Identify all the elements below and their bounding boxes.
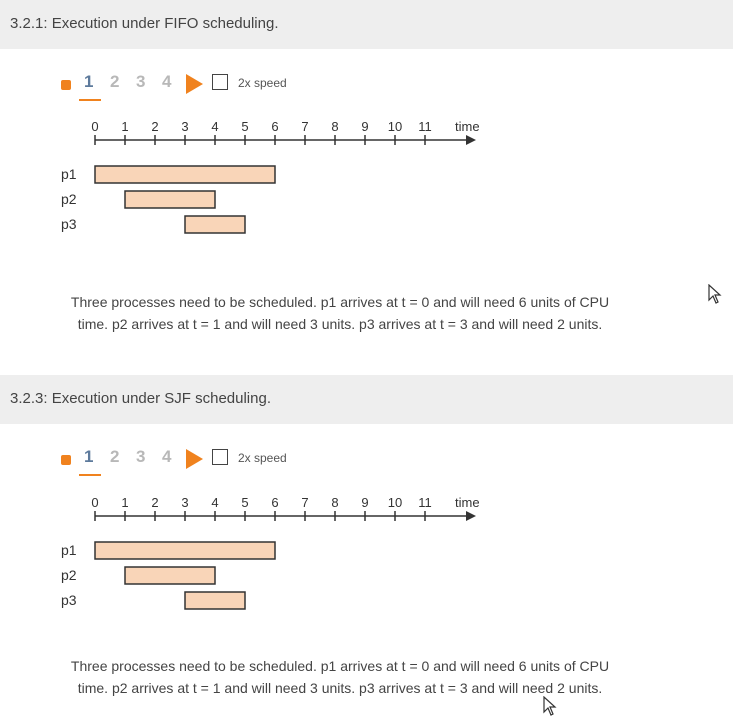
play-icon[interactable]	[186, 449, 203, 469]
process-bar	[94, 165, 276, 184]
speed-label: 2x speed	[238, 451, 287, 465]
tick-label: 11	[418, 119, 432, 134]
tick-label: 3	[181, 119, 188, 134]
tick-label: 4	[211, 119, 218, 134]
axis-arrow-icon	[466, 135, 476, 145]
tick-label: 3	[181, 495, 188, 510]
tick-label: 6	[271, 495, 278, 510]
tick-label: 5	[241, 119, 248, 134]
active-step-indicator	[79, 99, 101, 101]
step-2-button[interactable]: 2	[110, 447, 120, 466]
step-4-button[interactable]: 4	[162, 72, 172, 91]
axis-arrow-icon	[466, 511, 476, 521]
tick-label: 8	[331, 119, 338, 134]
tick-label: 6	[271, 119, 278, 134]
tick-label: 2	[151, 119, 158, 134]
tick-label: 2	[151, 495, 158, 510]
tick-label: 10	[388, 495, 402, 510]
tick-label: 1	[121, 495, 128, 510]
stop-icon[interactable]	[61, 455, 71, 465]
description-line: time. p2 arrives at t = 1 and will need …	[77, 316, 603, 332]
step-1-button[interactable]: 1	[84, 72, 94, 91]
tick-label: 9	[361, 119, 368, 134]
section-header: 3.2.3: Execution under SJF scheduling.	[0, 375, 733, 424]
tick-label: 11	[418, 495, 432, 510]
step-2-button[interactable]: 2	[110, 72, 120, 91]
tick-label: 0	[91, 119, 98, 134]
axis-label: time	[455, 495, 480, 510]
timeline-diagram: 0 1 2 3 4 5 6 7 8 9 10 11 time p1 p2 p3	[61, 119, 480, 234]
speed-checkbox[interactable]	[212, 449, 228, 465]
tick-label: 7	[301, 119, 308, 134]
description: Three processes need to be scheduled. p1…	[0, 291, 680, 335]
active-step-indicator	[79, 474, 101, 476]
process-bar	[94, 541, 276, 560]
section-title: 3.2.1: Execution under FIFO scheduling.	[10, 15, 279, 32]
process-label: p3	[61, 592, 77, 608]
play-icon[interactable]	[186, 74, 203, 94]
tick-label: 5	[241, 495, 248, 510]
process-label: p2	[61, 191, 77, 207]
process-bar	[184, 215, 246, 234]
process-label: p1	[61, 542, 77, 558]
description: Three processes need to be scheduled. p1…	[0, 655, 680, 699]
description-line: time. p2 arrives at t = 1 and will need …	[77, 680, 603, 696]
section-header: 3.2.1: Execution under FIFO scheduling.	[0, 0, 733, 49]
speed-checkbox[interactable]	[212, 74, 228, 90]
timeline-diagram: 0 1 2 3 4 5 6 7 8 9 10 11 time p1 p2 p3	[61, 495, 480, 610]
process-label: p3	[61, 216, 77, 232]
step-4-button[interactable]: 4	[162, 447, 172, 466]
section-title: 3.2.3: Execution under SJF scheduling.	[10, 390, 271, 407]
description-line: Three processes need to be scheduled. p1…	[70, 658, 610, 674]
step-3-button[interactable]: 3	[136, 72, 146, 91]
description-line: Three processes need to be scheduled. p1…	[70, 294, 610, 310]
speed-label: 2x speed	[238, 76, 287, 90]
axis-label: time	[455, 119, 480, 134]
tick-label: 0	[91, 495, 98, 510]
step-1-button[interactable]: 1	[84, 447, 94, 466]
mouse-cursor-icon	[708, 284, 722, 304]
process-label: p2	[61, 567, 77, 583]
tick-label: 8	[331, 495, 338, 510]
process-label: p1	[61, 166, 77, 182]
process-bar	[184, 591, 246, 610]
tick-label: 10	[388, 119, 402, 134]
tick-label: 9	[361, 495, 368, 510]
tick-label: 4	[211, 495, 218, 510]
animation-controls: 1 2 3 4 2x speed	[0, 437, 735, 477]
tick-label: 1	[121, 119, 128, 134]
step-3-button[interactable]: 3	[136, 447, 146, 466]
mouse-cursor-icon	[543, 696, 557, 716]
tick-label: 7	[301, 495, 308, 510]
stop-icon[interactable]	[61, 80, 71, 90]
animation-controls: 1 2 3 4 2x speed	[0, 62, 735, 102]
process-bar	[124, 190, 216, 209]
process-bar	[124, 566, 216, 585]
